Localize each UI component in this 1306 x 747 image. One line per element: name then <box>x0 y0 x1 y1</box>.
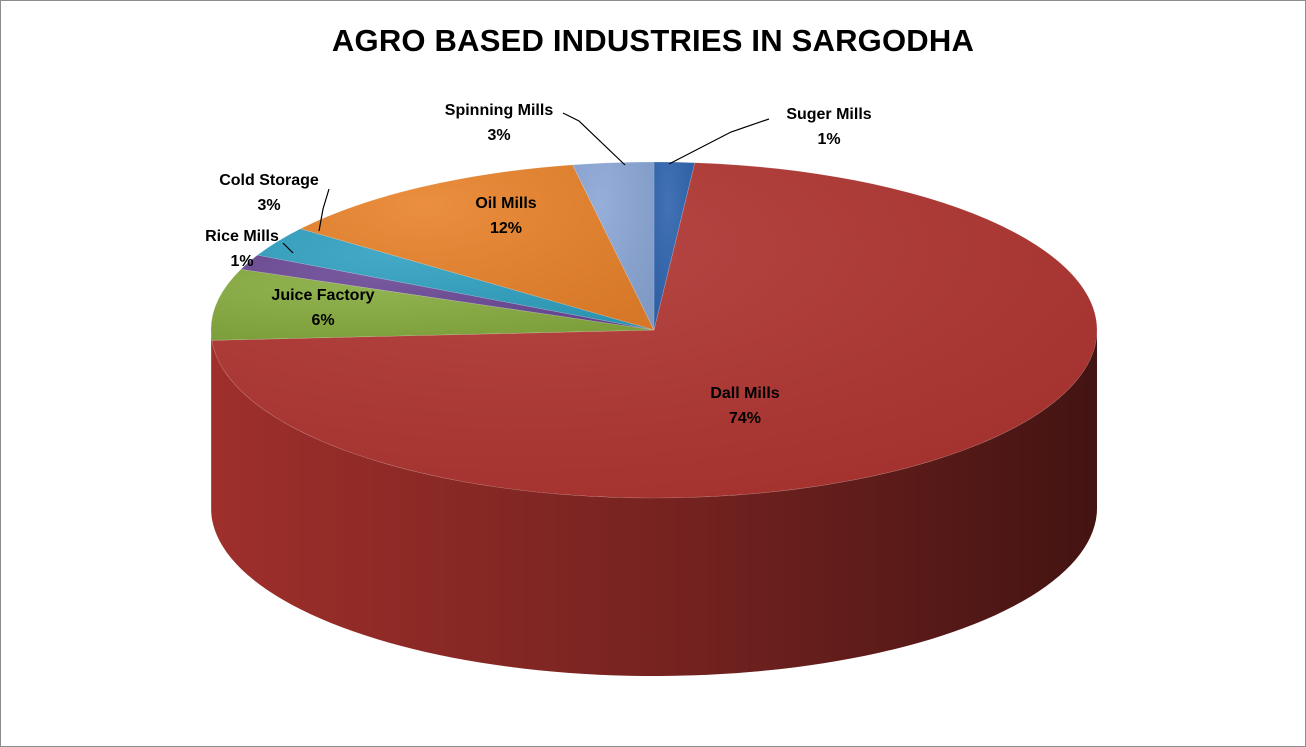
slice-rice-mills-shine <box>240 255 654 330</box>
slice-percent-suger-mills: 1% <box>817 131 840 148</box>
leader-line-rice-mills <box>282 242 294 254</box>
slice-percent-juice-factory: 6% <box>311 312 334 329</box>
slice-percent-rice-mills: 1% <box>230 253 253 270</box>
pie-top-group <box>210 161 1098 499</box>
pie-side-group <box>211 330 1098 676</box>
slice-label-oil-mills: Oil Mills <box>475 195 536 212</box>
slice-juice-factory-shine <box>210 269 654 341</box>
slice-percent-spinning-mills: 3% <box>487 127 510 144</box>
slice-label-juice-factory: Juice Factory <box>271 287 374 304</box>
slice-oil-mills-shine <box>300 164 654 330</box>
slice-dall-mills-shine <box>211 162 1098 499</box>
slice-side-dall-mills-shade <box>211 330 1098 676</box>
leader-lines-group <box>282 112 770 254</box>
slice-cold-storage-shine <box>257 228 654 330</box>
slice-suger-mills-shine <box>654 162 695 330</box>
labels-group: Suger Mills 1% Dall Mills 74% Juice Factory 6… <box>205 102 872 427</box>
leader-line-spinning-mills <box>562 112 626 166</box>
slice-label-rice-mills: Rice Mills <box>205 228 279 245</box>
slice-label-cold-storage: Cold Storage <box>219 172 319 189</box>
chart-title: AGRO BASED INDUSTRIES IN SARGODHA <box>331 23 975 58</box>
slice-side-juice-factory-shade <box>211 330 212 519</box>
slice-percent-dall-mills: 74% <box>729 410 761 427</box>
slice-label-spinning-mills: Spinning Mills <box>445 102 554 119</box>
leader-line-cold-storage <box>318 188 330 232</box>
slice-label-suger-mills: Suger Mills <box>786 106 871 123</box>
leader-line-suger-mills <box>668 118 770 165</box>
slice-percent-cold-storage: 3% <box>257 197 280 214</box>
slice-spinning-mills-shine <box>572 162 654 330</box>
slice-percent-oil-mills: 12% <box>490 220 522 237</box>
slice-label-dall-mills: Dall Mills <box>710 385 779 402</box>
